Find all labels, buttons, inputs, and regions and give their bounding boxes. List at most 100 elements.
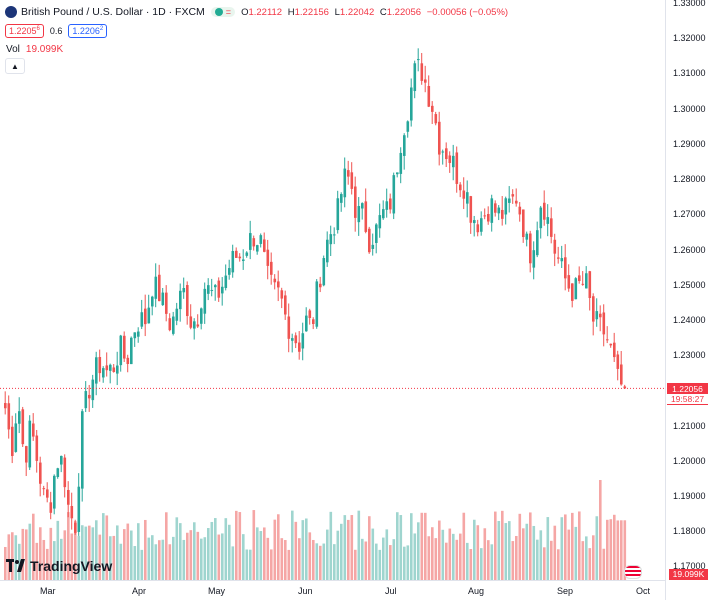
candle-body[interactable] [60, 455, 63, 465]
candle-body[interactable] [140, 312, 144, 327]
candle-body[interactable] [21, 409, 25, 445]
candle-body[interactable] [133, 332, 137, 339]
candle-body[interactable] [228, 268, 231, 275]
candle-body[interactable] [410, 87, 413, 121]
candle-body[interactable] [406, 121, 410, 132]
candle-body[interactable] [357, 206, 361, 223]
candle-body[interactable] [550, 218, 553, 237]
candle-body[interactable] [102, 368, 105, 378]
candle-body[interactable] [56, 468, 60, 477]
candle-body[interactable] [354, 186, 357, 218]
candle-body[interactable] [427, 86, 431, 107]
candle-body[interactable] [504, 198, 508, 215]
candle-body[interactable] [522, 209, 525, 238]
candle-body[interactable] [564, 257, 567, 279]
price-axis[interactable]: 1.33000 1.32000 1.31000 1.30000 1.29000 1.280… [665, 0, 710, 600]
candle-body[interactable] [158, 274, 161, 302]
candle-body[interactable] [329, 234, 333, 245]
candle-body[interactable] [361, 203, 364, 209]
candle-body[interactable] [53, 475, 56, 509]
candle-body[interactable] [175, 308, 179, 321]
candle-body[interactable] [147, 307, 151, 324]
candle-body[interactable] [399, 152, 403, 174]
sell-button[interactable]: 1.22056 [5, 24, 44, 38]
candle-body[interactable] [494, 203, 497, 213]
candle-body[interactable] [49, 502, 53, 513]
candle-body[interactable] [231, 251, 235, 273]
candle-body[interactable] [623, 386, 627, 389]
candle-body[interactable] [28, 420, 32, 468]
candle-body[interactable] [469, 196, 473, 223]
candle-body[interactable] [371, 244, 375, 249]
candle-body[interactable] [511, 194, 515, 197]
candle-body[interactable] [119, 335, 123, 366]
candle-body[interactable] [266, 249, 270, 266]
candle-body[interactable] [168, 318, 172, 331]
candle-body[interactable] [483, 215, 487, 217]
candle-body[interactable] [476, 224, 480, 233]
candle-body[interactable] [221, 286, 224, 294]
candle-body[interactable] [578, 275, 581, 282]
candle-body[interactable] [438, 121, 441, 155]
candle-body[interactable] [525, 233, 529, 240]
buy-button[interactable]: 1.22062 [68, 24, 108, 38]
candle-body[interactable] [315, 281, 319, 327]
candle-body[interactable] [193, 321, 196, 329]
candle-body[interactable] [144, 308, 147, 325]
candle-body[interactable] [459, 184, 462, 191]
candle-body[interactable] [375, 224, 378, 243]
candle-body[interactable] [326, 239, 329, 263]
candle-body[interactable] [270, 261, 273, 275]
candle-body[interactable] [130, 337, 133, 365]
volume-label[interactable]: Vol [6, 44, 20, 55]
candle-body[interactable] [42, 488, 46, 490]
candle-body[interactable] [445, 148, 448, 160]
candle-body[interactable] [263, 239, 266, 252]
candle-body[interactable] [189, 316, 193, 328]
candle-body[interactable] [466, 192, 469, 204]
candle-body[interactable] [515, 200, 518, 204]
candle-body[interactable] [557, 257, 560, 259]
candle-body[interactable] [585, 273, 588, 289]
candle-body[interactable] [448, 155, 452, 163]
candle-body[interactable] [88, 394, 91, 399]
candle-body[interactable] [7, 403, 11, 430]
candle-body[interactable] [546, 217, 550, 224]
candle-body[interactable] [392, 175, 396, 214]
candle-body[interactable] [532, 250, 536, 268]
candle-body[interactable] [256, 245, 259, 252]
candle-body[interactable] [291, 338, 294, 341]
candle-body[interactable] [529, 233, 532, 264]
candle-body[interactable] [235, 250, 238, 258]
candle-body[interactable] [186, 285, 189, 317]
candle-body[interactable] [441, 151, 445, 153]
candle-body[interactable] [536, 230, 539, 256]
candle-body[interactable] [252, 238, 256, 247]
candle-body[interactable] [595, 311, 599, 320]
candle-body[interactable] [599, 313, 602, 318]
candle-body[interactable] [105, 365, 109, 371]
candle-body[interactable] [116, 365, 119, 374]
candle-body[interactable] [154, 276, 158, 299]
candle-body[interactable] [298, 342, 301, 352]
us-flag-icon[interactable] [624, 565, 642, 579]
candle-body[interactable] [98, 357, 102, 374]
price-chart[interactable] [0, 0, 665, 580]
candle-body[interactable] [74, 522, 77, 533]
candle-body[interactable] [4, 403, 7, 409]
candle-body[interactable] [350, 172, 354, 189]
candle-body[interactable] [378, 215, 382, 229]
candle-body[interactable] [592, 296, 595, 322]
candle-body[interactable] [182, 287, 186, 293]
candle-body[interactable] [123, 335, 126, 359]
candle-body[interactable] [46, 489, 49, 498]
candle-body[interactable] [343, 168, 347, 198]
candle-body[interactable] [165, 292, 168, 314]
candle-body[interactable] [473, 220, 476, 224]
candle-body[interactable] [280, 290, 284, 299]
candle-body[interactable] [501, 209, 504, 219]
collapse-legend-button[interactable]: ▲ [5, 58, 25, 74]
candle-body[interactable] [368, 228, 371, 253]
candle-body[interactable] [259, 235, 263, 244]
candle-body[interactable] [84, 391, 88, 409]
